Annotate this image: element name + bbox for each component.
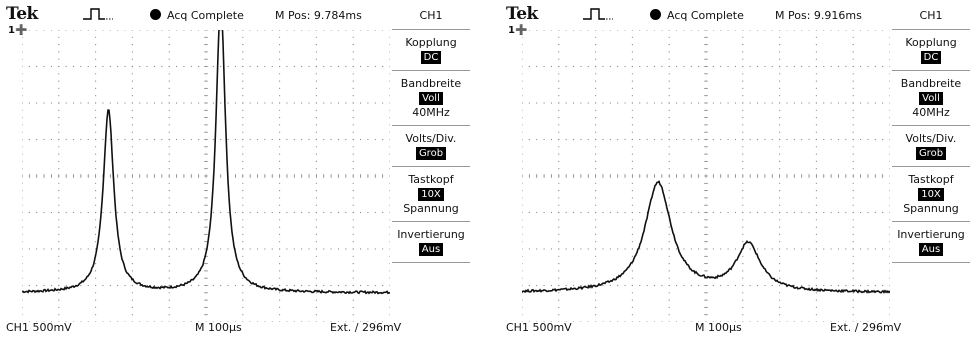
menu-value: Grob	[415, 147, 447, 160]
menu-kopplung[interactable]: Kopplung DC	[392, 30, 470, 71]
channel-scale-readout: CH1 500mV	[506, 321, 572, 334]
waveform-trace	[22, 30, 390, 295]
acquisition-status: Acq Complete	[150, 9, 244, 22]
menu-value: Aus	[918, 243, 944, 256]
menu-label: Tastkopf	[408, 173, 454, 186]
menu-tastkopf[interactable]: Tastkopf 10X Spannung	[892, 167, 970, 222]
menu-invertierung[interactable]: Invertierung Aus	[392, 222, 470, 263]
menu-value: DC	[420, 51, 442, 64]
menu-value: Aus	[418, 243, 444, 256]
menu-label: Bandbreite	[400, 77, 462, 90]
waveform-display	[22, 30, 390, 322]
menu-extra: Spannung	[903, 202, 959, 215]
menu-value: 10X	[918, 188, 944, 201]
menu-bandbreite[interactable]: Bandbreite Voll 40MHz	[892, 71, 970, 126]
menu-kopplung[interactable]: Kopplung DC	[892, 30, 970, 71]
menu-value: Voll	[919, 92, 943, 105]
menu-volts-div[interactable]: Volts/Div. Grob	[392, 126, 470, 167]
menu-bandbreite[interactable]: Bandbreite Voll 40MHz	[392, 71, 470, 126]
menu-value: Voll	[419, 92, 443, 105]
menu-extra: 40MHz	[912, 106, 950, 119]
menu-invertierung[interactable]: Invertierung Aus	[892, 222, 970, 263]
status-bar: Tek Acq Complete M Pos: 9.784ms	[0, 2, 470, 24]
menu-label: Kopplung	[405, 36, 457, 49]
channel-1-marker: 1➕	[508, 25, 528, 36]
run-indicator-icon	[150, 9, 161, 20]
channel-1-marker: 1➕	[8, 25, 28, 36]
main-position-readout: M Pos: 9.916ms	[775, 9, 862, 22]
brand-logo: Tek	[6, 4, 38, 24]
run-indicator-icon	[650, 9, 661, 20]
waveform-display	[522, 30, 890, 322]
menu-value: DC	[920, 51, 942, 64]
oscilloscope-screen-1: Tek Acq Complete M Pos: 9.784ms 1➕ CH1 K…	[0, 0, 470, 338]
menu-label: Invertierung	[897, 228, 965, 241]
menu-volts-div[interactable]: Volts/Div. Grob	[892, 126, 970, 167]
menu-label: Invertierung	[397, 228, 465, 241]
graticule	[522, 30, 890, 322]
menu-tastkopf[interactable]: Tastkopf 10X Spannung	[392, 167, 470, 222]
menu-label: Bandbreite	[900, 77, 962, 90]
side-menu: CH1 Kopplung DC Bandbreite Voll 40MHz Volts/D…	[892, 2, 970, 320]
status-bar: Tek Acq Complete M Pos: 9.916ms	[500, 2, 970, 24]
acquisition-status: Acq Complete	[650, 9, 744, 22]
trigger-pulse-icon	[583, 8, 613, 20]
channel-scale-readout: CH1 500mV	[6, 321, 72, 334]
waveform-trace	[522, 180, 890, 294]
oscilloscope-screen-2: Tek Acq Complete M Pos: 9.916ms 1➕ CH1 K…	[500, 0, 970, 338]
timebase-readout: M 100µs	[195, 321, 242, 334]
timebase-readout: M 100µs	[695, 321, 742, 334]
main-position-readout: M Pos: 9.784ms	[275, 9, 362, 22]
side-menu-header: CH1	[892, 9, 970, 30]
menu-extra: 40MHz	[412, 106, 450, 119]
acq-status-text: Acq Complete	[667, 9, 744, 22]
trigger-pulse-icon	[83, 8, 113, 20]
menu-label: Volts/Div.	[905, 132, 957, 145]
acq-status-text: Acq Complete	[167, 9, 244, 22]
menu-label: Kopplung	[905, 36, 957, 49]
side-menu-header: CH1	[392, 9, 470, 30]
graticule	[22, 30, 390, 322]
readout-bar: CH1 500mV M 100µs Ext. ∕ 296mV	[0, 318, 470, 338]
menu-label: Tastkopf	[908, 173, 954, 186]
side-menu: CH1 Kopplung DC Bandbreite Voll 40MHz Volts/D…	[392, 2, 470, 320]
menu-extra: Spannung	[403, 202, 459, 215]
channel-marker-label: 1	[508, 25, 515, 36]
trigger-readout: Ext. ∕ 296mV	[330, 321, 402, 334]
trigger-readout: Ext. ∕ 296mV	[830, 321, 902, 334]
menu-value: 10X	[418, 188, 444, 201]
readout-bar: CH1 500mV M 100µs Ext. ∕ 296mV	[500, 318, 970, 338]
brand-logo: Tek	[506, 4, 538, 24]
menu-value: Grob	[915, 147, 947, 160]
menu-label: Volts/Div.	[405, 132, 457, 145]
channel-marker-label: 1	[8, 25, 15, 36]
